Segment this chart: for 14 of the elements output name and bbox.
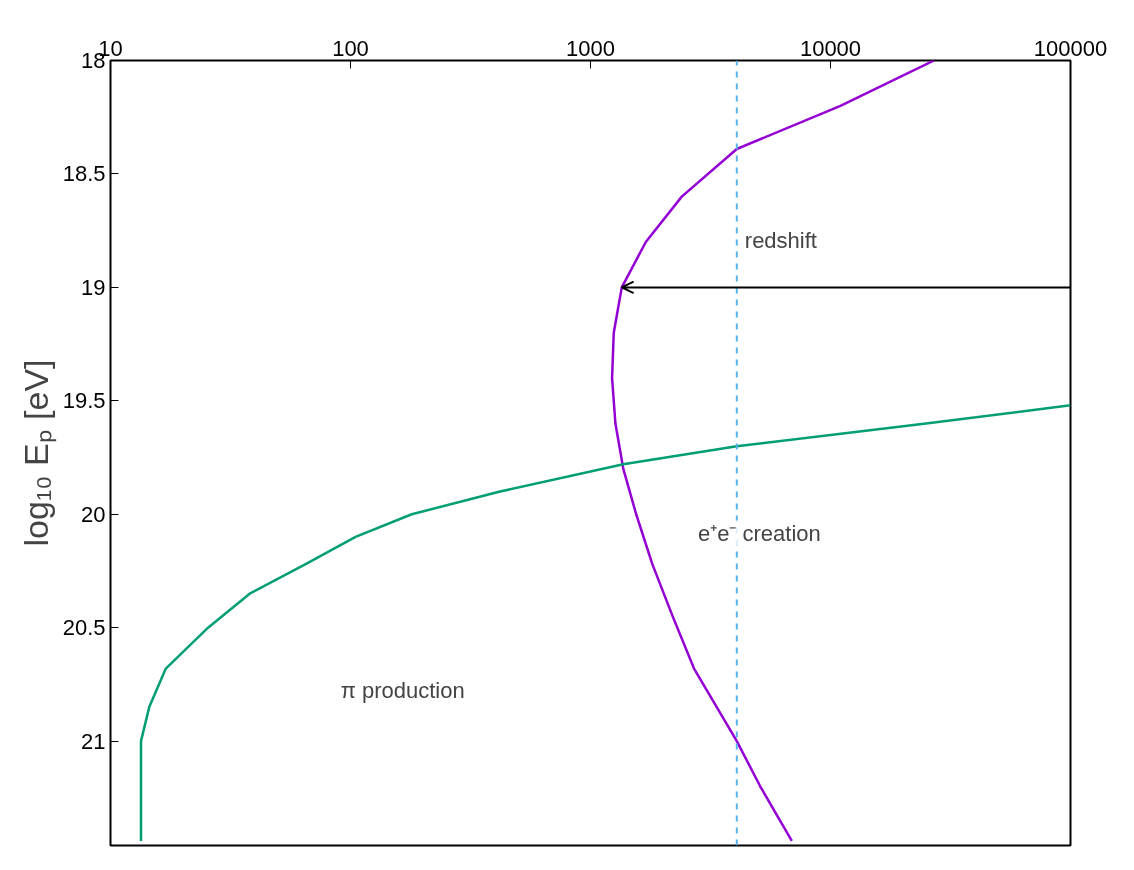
x-tick-label: 100 (332, 35, 369, 61)
y-axis-title: log₁₀ Eₚ [eV] (16, 359, 57, 547)
ref-line-label: redshift (744, 227, 817, 253)
y-tick-label: 20.5 (62, 615, 106, 641)
y-tick-label: 20 (81, 501, 106, 527)
x-tick-label: 100000 (1033, 35, 1108, 61)
y-tick-label: 18.5 (62, 161, 106, 187)
y-tick-label: 19.5 (62, 388, 106, 414)
x-tick-label: 1000 (566, 35, 615, 61)
y-tick-label: 21 (81, 728, 106, 754)
x-tick-label: 10000 (799, 35, 862, 61)
annotation: π production (340, 678, 465, 703)
y-tick-label: 19 (81, 274, 106, 300)
annotation: e⁺e⁻ creation (697, 520, 821, 546)
